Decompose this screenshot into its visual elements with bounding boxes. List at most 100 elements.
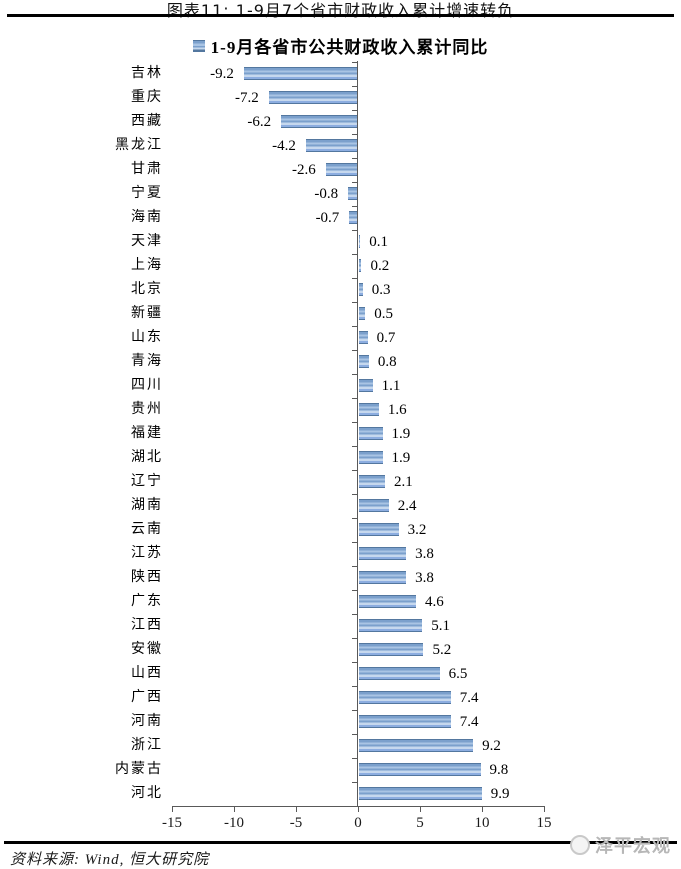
category-axis-tick	[352, 301, 358, 303]
category-label: 山西	[131, 665, 163, 681]
category-axis-tick	[352, 613, 358, 615]
value-label: 5.1	[431, 617, 450, 634]
value-label: 0.7	[376, 329, 396, 346]
category-axis-tick	[352, 421, 358, 423]
category-axis-tick	[352, 493, 358, 495]
x-axis-tick	[172, 805, 173, 812]
category-label: 海南	[131, 209, 163, 225]
x-tick-label: 10	[474, 815, 490, 831]
category-label: 江西	[131, 617, 163, 633]
value-label: -2.6	[292, 161, 316, 178]
category-axis-tick	[352, 229, 358, 231]
top-divider	[7, 14, 674, 17]
value-label: 4.6	[425, 593, 444, 610]
bar	[359, 427, 383, 440]
category-label: 宁夏	[131, 185, 163, 201]
legend-label: 1-9月各省市公共财政收入累计同比	[210, 38, 489, 57]
bar	[359, 595, 417, 608]
bar	[325, 163, 358, 176]
category-label: 浙江	[131, 737, 163, 753]
category-label: 广东	[131, 593, 163, 609]
category-label: 青海	[131, 353, 163, 369]
bar	[359, 451, 383, 464]
bar	[359, 283, 363, 296]
bar	[359, 763, 481, 776]
value-label: 7.4	[459, 713, 479, 730]
value-label: 3.2	[407, 521, 427, 538]
x-tick-label: -10	[224, 815, 244, 831]
category-axis-tick	[352, 157, 358, 159]
bar	[359, 619, 423, 632]
category-label: 黑龙江	[115, 137, 163, 153]
category-axis-tick	[352, 733, 358, 735]
bar	[349, 211, 358, 224]
figure-caption: 图表11: 1-9月7个省市财政收入累计增速转负	[166, 1, 515, 20]
x-tick-label: 5	[416, 815, 424, 831]
value-label: 3.8	[415, 545, 434, 562]
bar	[359, 739, 474, 752]
value-label: -0.7	[315, 209, 340, 226]
category-axis-tick	[352, 541, 358, 543]
value-label: 1.9	[391, 449, 411, 466]
category-axis-tick	[352, 205, 358, 207]
bar	[359, 715, 451, 728]
value-label: 0.1	[369, 233, 388, 250]
category-axis-tick	[352, 373, 358, 375]
category-label: 内蒙古	[115, 761, 163, 777]
chart-legend: 1-9月各省市公共财政收入累计同比	[0, 33, 681, 58]
category-label: 重庆	[131, 89, 163, 105]
category-label: 四川	[131, 377, 163, 393]
x-tick-label: -15	[162, 815, 182, 831]
value-label: 0.2	[370, 257, 390, 274]
category-label: 安徽	[131, 641, 163, 657]
bar	[359, 379, 373, 392]
bar	[359, 523, 399, 536]
bar	[359, 571, 407, 584]
bar	[359, 691, 451, 704]
category-axis-tick	[352, 61, 358, 63]
category-axis-tick	[352, 349, 358, 351]
value-label: -0.8	[314, 185, 339, 202]
value-label: 0.5	[374, 305, 393, 322]
bottom-divider	[4, 841, 677, 844]
bar	[359, 787, 482, 800]
category-axis-tick	[352, 709, 358, 711]
bar	[359, 259, 362, 272]
category-label: 甘肃	[131, 161, 163, 177]
x-axis-tick	[358, 805, 359, 812]
x-axis-tick	[234, 805, 235, 812]
bar	[359, 355, 369, 368]
x-axis-tick	[482, 805, 483, 812]
value-label: 1.6	[387, 401, 407, 418]
bar	[268, 91, 358, 104]
category-label: 天津	[131, 233, 163, 249]
bar	[281, 115, 358, 128]
category-axis-tick	[352, 565, 358, 567]
category-label: 广西	[131, 689, 163, 705]
value-label: 0.8	[377, 353, 397, 370]
value-label: 1.1	[381, 377, 401, 394]
category-label: 上海	[131, 257, 163, 273]
bar	[359, 307, 366, 320]
bar	[359, 667, 440, 680]
category-axis-tick	[352, 781, 358, 783]
category-axis-tick	[352, 757, 358, 759]
category-label: 福建	[131, 425, 163, 441]
value-label: -4.2	[272, 137, 296, 154]
category-axis-tick	[352, 85, 358, 87]
category-label: 江苏	[131, 545, 163, 561]
category-label: 北京	[131, 281, 163, 297]
category-axis-tick	[352, 325, 358, 327]
category-label: 河南	[131, 713, 163, 729]
category-axis-tick	[352, 109, 358, 111]
x-tick-label: 0	[354, 815, 362, 831]
category-axis-tick	[352, 469, 358, 471]
value-label: 6.5	[448, 665, 468, 682]
category-label: 河北	[131, 785, 163, 801]
bar	[348, 187, 358, 200]
category-label: 云南	[131, 521, 163, 537]
bar	[359, 547, 407, 560]
value-label: 5.2	[432, 641, 452, 658]
bar	[359, 235, 361, 248]
x-axis-tick	[296, 805, 297, 812]
